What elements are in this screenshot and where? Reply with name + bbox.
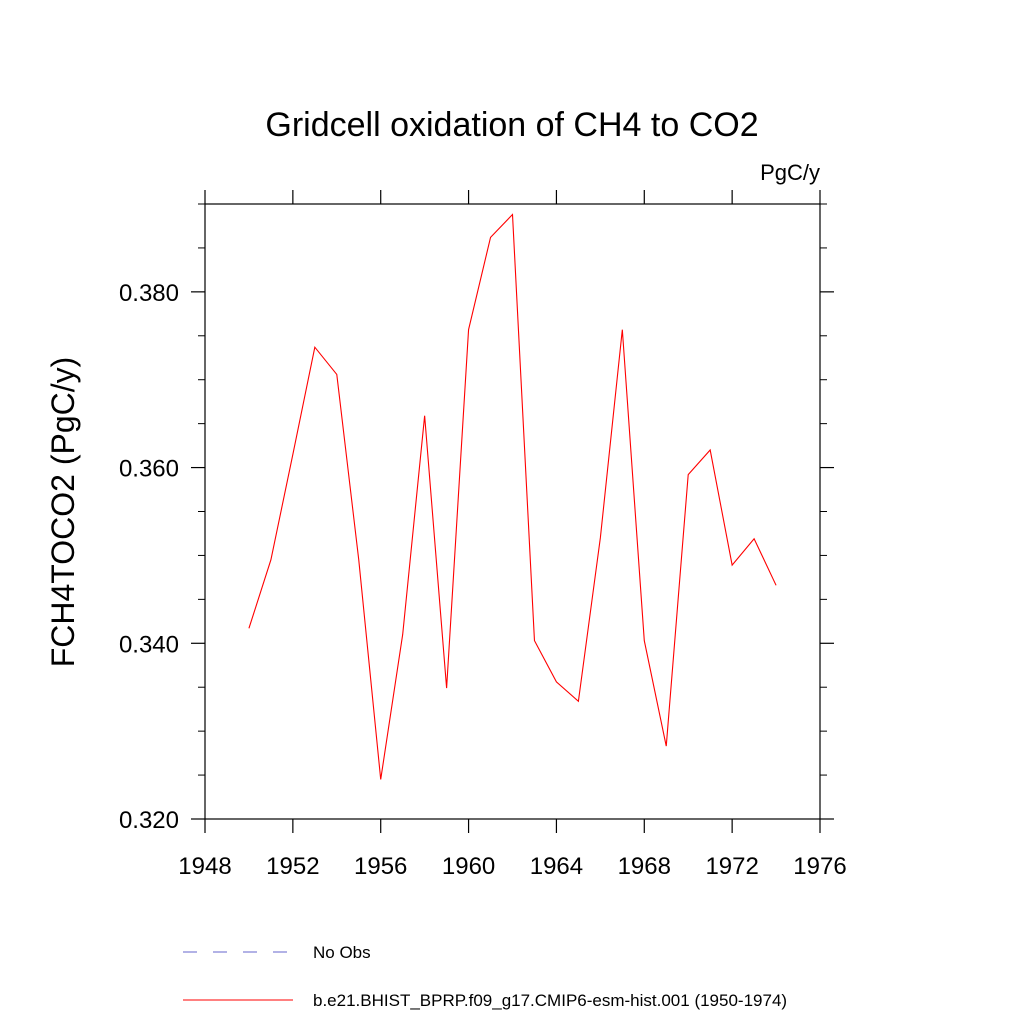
y-axis-label: FCH4TOCO2 (PgC/y) (45, 357, 81, 668)
y-tick-label: 0.320 (119, 807, 179, 834)
axis-ticks (191, 190, 834, 833)
x-tick-label: 1960 (442, 853, 495, 880)
x-tick-label: 1968 (618, 853, 671, 880)
y-tick-label: 0.380 (119, 280, 179, 307)
plot-frame (204, 203, 821, 820)
tick-labels: 1948 1952 1956 1960 1964 1968 1972 1976 0.320 0.3… (119, 280, 847, 880)
series-layer (248, 213, 777, 780)
y-tick-label: 0.360 (119, 456, 179, 483)
x-tick-label: 1976 (793, 853, 846, 880)
chart-title: Gridcell oxidation of CH4 to CO2 (265, 106, 758, 144)
x-tick-label: 1956 (354, 853, 407, 880)
legend-label-model: b.e21.BHIST_BPRP.f09_g17.CMIP6-esm-hist.… (313, 991, 787, 1010)
y-tick-label: 0.340 (119, 631, 179, 658)
legend: No Obs b.e21.BHIST_BPRP.f09_g17.CMIP6-es… (183, 943, 787, 1010)
units-label: PgC/y (760, 160, 820, 185)
x-tick-label: 1964 (530, 853, 583, 880)
x-tick-label: 1952 (266, 853, 319, 880)
x-tick-label: 1948 (178, 853, 231, 880)
x-tick-label: 1972 (705, 853, 758, 880)
series-line (248, 213, 777, 780)
legend-label-no-obs: No Obs (313, 943, 371, 962)
